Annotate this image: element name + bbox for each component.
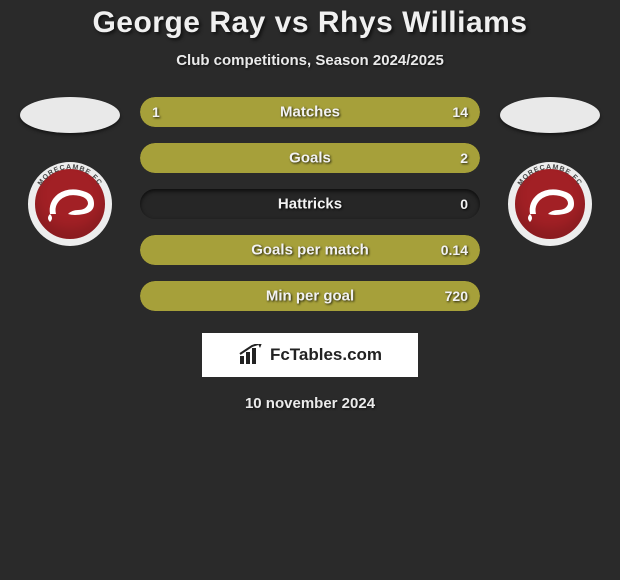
root: George Ray vs Rhys Williams Club competi…	[0, 0, 620, 412]
stat-value-left: 1	[152, 104, 160, 120]
player2-avatar	[500, 97, 600, 133]
svg-text:MORECAMBE FC: MORECAMBE FC	[517, 164, 583, 187]
stat-label: Goals	[289, 150, 331, 167]
svg-text:MORECAMBE FC: MORECAMBE FC	[37, 164, 103, 187]
player1-club-badge: MORECAMBE FC	[25, 159, 115, 249]
player1-avatar	[20, 97, 120, 133]
stat-bars: Matches 1 14 Goals 2 Hattricks 0 Goals per matc…	[140, 97, 480, 311]
player1-column: MORECAMBE FC	[20, 97, 120, 311]
brand-box: FcTables.com	[202, 333, 418, 377]
page-title: George Ray vs Rhys Williams	[0, 6, 620, 40]
stat-bar: Min per goal 720	[140, 281, 480, 311]
stat-label: Matches	[280, 104, 340, 121]
stat-label: Goals per match	[251, 242, 369, 259]
compare-area: MORECAMBE FC Matches 1 14 Goals 2 Hattricks 0 G…	[0, 97, 620, 311]
stat-value-right: 720	[445, 288, 468, 304]
stat-label: Min per goal	[266, 288, 354, 305]
stat-bar: Goals 2	[140, 143, 480, 173]
brand-chart-icon	[238, 344, 264, 366]
stat-label: Hattricks	[278, 196, 342, 213]
stat-value-right: 14	[452, 104, 468, 120]
stat-bar: Matches 1 14	[140, 97, 480, 127]
stat-value-right: 2	[460, 150, 468, 166]
date-line: 10 november 2024	[0, 395, 620, 412]
player2-column: MORECAMBE FC	[500, 97, 600, 311]
stat-bar: Goals per match 0.14	[140, 235, 480, 265]
badge-arch-text: MORECAMBE FC	[25, 159, 115, 247]
brand-text: FcTables.com	[270, 345, 382, 365]
stat-value-right: 0	[460, 196, 468, 212]
stat-value-right: 0.14	[441, 242, 468, 258]
badge-arch-text: MORECAMBE FC	[505, 159, 595, 247]
subtitle: Club competitions, Season 2024/2025	[0, 52, 620, 69]
player2-club-badge: MORECAMBE FC	[505, 159, 595, 249]
stat-bar: Hattricks 0	[140, 189, 480, 219]
